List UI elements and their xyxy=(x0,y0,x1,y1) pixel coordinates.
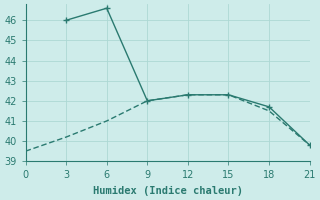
X-axis label: Humidex (Indice chaleur): Humidex (Indice chaleur) xyxy=(92,186,243,196)
